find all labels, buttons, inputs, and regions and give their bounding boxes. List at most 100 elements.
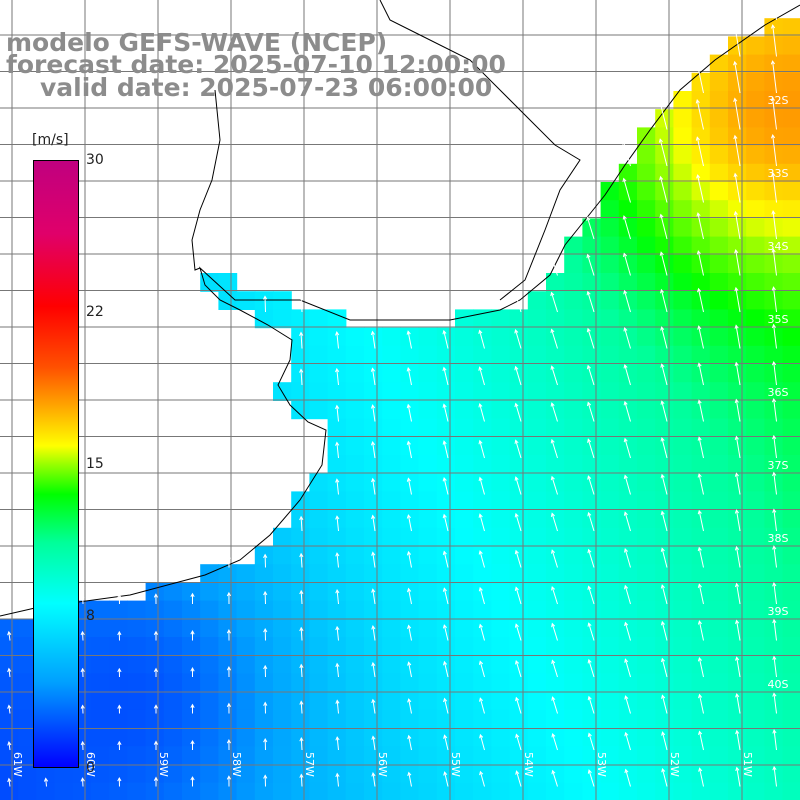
wind-arrow bbox=[442, 440, 449, 459]
wind-arrow bbox=[514, 402, 522, 422]
wind-cell bbox=[364, 418, 383, 438]
wind-cell bbox=[163, 600, 183, 620]
wind-cell bbox=[782, 746, 800, 765]
wind-cell bbox=[182, 618, 201, 638]
wind-arrow-head bbox=[371, 588, 376, 593]
wind-arrow-head bbox=[407, 624, 412, 630]
wind-arrow-head bbox=[661, 767, 666, 773]
wind-cell bbox=[327, 455, 347, 474]
wind-cell bbox=[782, 491, 800, 511]
wind-arrow bbox=[697, 287, 704, 313]
wind-arrow-head bbox=[660, 288, 665, 294]
wind-arrow-shaft bbox=[551, 439, 558, 459]
wind-arrow-head bbox=[335, 699, 340, 704]
wind-cell bbox=[473, 418, 492, 438]
wind-cell bbox=[637, 637, 656, 656]
wind-arrow-shaft bbox=[661, 474, 668, 495]
wind-arrow bbox=[117, 776, 122, 787]
wind-cell bbox=[473, 455, 492, 474]
wind-cell bbox=[218, 709, 238, 729]
wind-cell bbox=[764, 709, 784, 729]
wind-arrow-head bbox=[733, 97, 738, 102]
wind-arrow-shaft bbox=[408, 699, 412, 714]
wind-cell bbox=[673, 582, 693, 602]
wind-arrow bbox=[515, 733, 522, 751]
wind-cell bbox=[582, 546, 602, 565]
wind-arrow-head bbox=[696, 174, 701, 179]
wind-cell bbox=[491, 473, 511, 492]
wind-arrow bbox=[406, 330, 412, 349]
wind-cell bbox=[109, 764, 128, 784]
wind-arrow bbox=[735, 766, 741, 787]
wind-cell bbox=[637, 364, 656, 383]
wind-arrow-shaft bbox=[736, 583, 741, 605]
wind-cell bbox=[473, 509, 492, 529]
wind-cell bbox=[546, 436, 565, 456]
wind-arrow-shaft bbox=[773, 730, 777, 751]
wind-arrow bbox=[661, 694, 668, 714]
wind-arrow bbox=[733, 97, 741, 130]
wind-arrow-shaft bbox=[8, 668, 11, 678]
longitude-label: 55W bbox=[449, 752, 462, 777]
wind-arrow bbox=[80, 704, 85, 714]
wind-cell bbox=[655, 564, 674, 583]
wind-arrow-shaft bbox=[662, 768, 668, 787]
wind-cell bbox=[564, 637, 583, 656]
wind-arrow bbox=[80, 740, 85, 751]
wind-arrow-head bbox=[697, 509, 702, 515]
wind-cell bbox=[637, 527, 656, 547]
wind-cell bbox=[218, 655, 238, 674]
wind-arrow-head bbox=[587, 438, 592, 443]
wind-cell bbox=[655, 455, 674, 474]
wind-arrow-head bbox=[695, 62, 700, 67]
wind-cell bbox=[673, 236, 693, 256]
wind-cell bbox=[527, 637, 547, 656]
wind-arrow bbox=[551, 586, 558, 605]
wind-cell bbox=[673, 655, 693, 674]
wind-cell bbox=[764, 254, 784, 274]
wind-cell bbox=[600, 418, 620, 438]
wind-cell bbox=[527, 455, 547, 474]
wind-arrow-shaft bbox=[515, 403, 522, 422]
wind-cell bbox=[782, 327, 800, 347]
wind-cell bbox=[345, 400, 365, 420]
wind-cell bbox=[509, 345, 529, 365]
wind-cell bbox=[200, 273, 219, 292]
wind-cell bbox=[473, 709, 492, 729]
wind-cell bbox=[746, 54, 765, 74]
wind-cell bbox=[546, 527, 565, 547]
wind-cell bbox=[618, 218, 638, 238]
wind-cell bbox=[782, 145, 800, 165]
forecast-date: forecast date: 2025-07-10 12:00:00 bbox=[6, 50, 506, 79]
wind-cell bbox=[673, 473, 693, 492]
wind-arrow bbox=[443, 771, 449, 787]
wind-cell bbox=[18, 618, 37, 638]
wind-cell bbox=[0, 691, 19, 711]
wind-arrow-head bbox=[153, 776, 159, 781]
wind-cell bbox=[618, 746, 638, 765]
wind-cell bbox=[655, 618, 674, 638]
wind-cell bbox=[746, 400, 765, 420]
wind-arrow-head bbox=[772, 765, 777, 771]
wind-arrow bbox=[658, 101, 668, 130]
wind-cell bbox=[600, 564, 620, 583]
wind-cell bbox=[309, 546, 329, 565]
wind-arrow-shaft bbox=[736, 620, 741, 641]
wind-cell bbox=[200, 673, 219, 693]
wind-arrow bbox=[772, 618, 777, 641]
wind-cell bbox=[637, 728, 656, 747]
wind-cell bbox=[364, 527, 383, 547]
wind-cell bbox=[764, 637, 784, 656]
wind-cell bbox=[218, 564, 238, 583]
model-title: modelo GEFS-WAVE (NCEP) bbox=[6, 28, 388, 57]
wind-arrow-shaft bbox=[735, 362, 741, 386]
wind-arrow-head bbox=[658, 101, 663, 106]
wind-cell bbox=[0, 746, 19, 765]
wind-cell bbox=[364, 637, 383, 656]
wind-cell bbox=[691, 127, 711, 147]
wind-cell bbox=[345, 436, 365, 456]
wind-cell bbox=[254, 673, 274, 693]
wind-cell bbox=[491, 782, 511, 800]
wind-arrow-head bbox=[406, 550, 412, 556]
